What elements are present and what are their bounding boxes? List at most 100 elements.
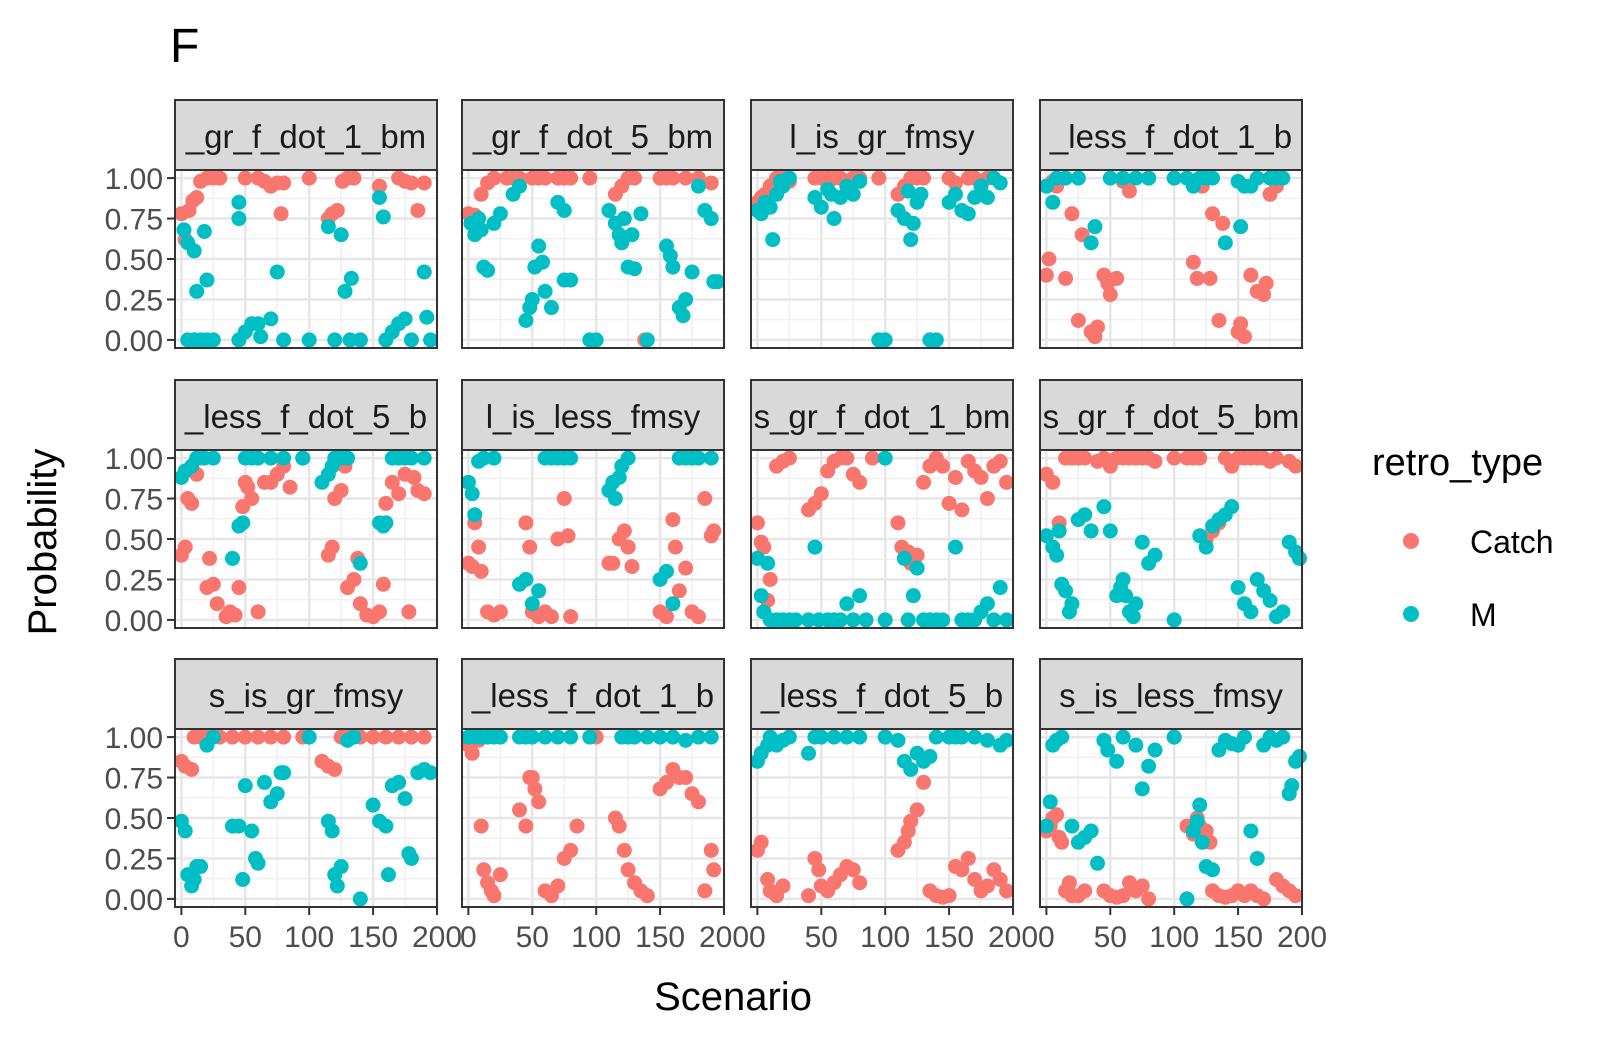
point-m xyxy=(665,259,681,275)
point-m xyxy=(244,823,260,839)
point-catch xyxy=(371,604,387,620)
facet-strip xyxy=(174,658,438,730)
point-m xyxy=(900,183,916,199)
facet-grid: _gr_f_dot_1_bm _gr_f_dot_5_bm l_is_gr_fmsy… xyxy=(173,99,1307,908)
point-catch xyxy=(992,453,1008,469)
point-catch xyxy=(1205,206,1221,222)
point-catch xyxy=(1049,807,1065,823)
x-tick-label: 150 xyxy=(348,921,398,954)
point-m xyxy=(639,332,655,348)
point-catch xyxy=(760,871,776,887)
point-catch xyxy=(896,834,912,850)
point-m xyxy=(1049,547,1065,563)
point-catch xyxy=(476,862,492,878)
facet-strip-label: _less_f_dot_5_b xyxy=(760,677,1003,714)
point-catch xyxy=(391,729,407,745)
point-m xyxy=(973,178,989,194)
point-catch xyxy=(903,813,919,829)
y-tick-label: 0.25 xyxy=(105,284,163,317)
point-catch xyxy=(639,888,655,904)
point-catch xyxy=(706,862,722,878)
point-catch xyxy=(486,170,502,186)
point-catch xyxy=(1041,251,1057,267)
point-m xyxy=(710,274,726,290)
point-catch xyxy=(1038,267,1054,283)
point-catch xyxy=(960,850,976,866)
point-catch xyxy=(531,794,547,810)
point-m xyxy=(1249,170,1265,186)
point-m xyxy=(403,450,419,466)
point-m xyxy=(1090,855,1106,871)
y-tick-label: 0.25 xyxy=(105,843,163,876)
point-m xyxy=(276,765,292,781)
point-catch xyxy=(941,888,957,904)
point-m xyxy=(269,786,285,802)
point-catch xyxy=(916,774,932,790)
point-catch xyxy=(250,604,266,620)
point-m xyxy=(703,729,719,745)
x-tick-label: 50 xyxy=(516,921,549,954)
point-catch xyxy=(762,571,778,587)
point-catch xyxy=(416,486,432,502)
point-catch xyxy=(999,474,1015,490)
point-catch xyxy=(1185,254,1201,270)
point-m xyxy=(371,190,387,206)
point-catch xyxy=(263,729,279,745)
point-m xyxy=(877,612,893,628)
point-m xyxy=(582,729,598,745)
point-m xyxy=(903,232,919,248)
point-catch xyxy=(522,539,538,555)
point-m xyxy=(1205,862,1221,878)
point-m xyxy=(845,186,861,202)
point-m xyxy=(1198,539,1214,555)
point-catch xyxy=(473,186,489,202)
facet-panel: l_is_less_fmsy xyxy=(460,379,726,629)
point-catch xyxy=(212,170,228,186)
point-catch xyxy=(527,781,543,797)
facet-strip-label: s_is_gr_fmsy xyxy=(209,677,404,714)
point-m xyxy=(678,732,694,748)
point-catch xyxy=(563,609,579,625)
point-m xyxy=(1166,170,1182,186)
point-m xyxy=(464,486,480,502)
point-catch xyxy=(492,604,508,620)
point-catch xyxy=(244,491,260,507)
point-catch xyxy=(518,515,534,531)
point-catch xyxy=(813,486,829,502)
point-catch xyxy=(1288,458,1304,474)
point-m xyxy=(601,202,617,218)
point-m xyxy=(1083,523,1099,539)
point-catch xyxy=(406,470,422,486)
point-m xyxy=(1115,571,1131,587)
point-catch xyxy=(1233,316,1249,332)
point-m xyxy=(658,563,674,579)
facet-strip xyxy=(1039,99,1303,171)
x-tick-label: 50 xyxy=(1094,921,1127,954)
point-catch xyxy=(909,547,925,563)
point-m xyxy=(352,332,368,348)
point-m xyxy=(1045,194,1061,210)
point-m xyxy=(423,765,439,781)
facet-border xyxy=(750,728,1014,908)
point-m xyxy=(1100,742,1116,758)
point-catch xyxy=(756,539,772,555)
point-m xyxy=(620,450,636,466)
point-m xyxy=(327,332,343,348)
point-m xyxy=(375,209,391,225)
facet-strip xyxy=(461,99,725,171)
point-catch xyxy=(189,190,205,206)
point-m xyxy=(813,199,829,215)
point-m xyxy=(473,222,489,238)
point-m xyxy=(263,450,279,466)
point-m xyxy=(979,732,995,748)
point-catch xyxy=(240,479,256,495)
point-catch xyxy=(807,850,823,866)
x-axis-title: Scenario xyxy=(654,975,812,1019)
point-m xyxy=(524,291,540,307)
point-catch xyxy=(537,170,553,186)
point-m xyxy=(563,450,579,466)
point-m xyxy=(380,867,396,883)
point-m xyxy=(1275,729,1291,745)
point-m xyxy=(537,729,553,745)
point-m xyxy=(205,332,221,348)
